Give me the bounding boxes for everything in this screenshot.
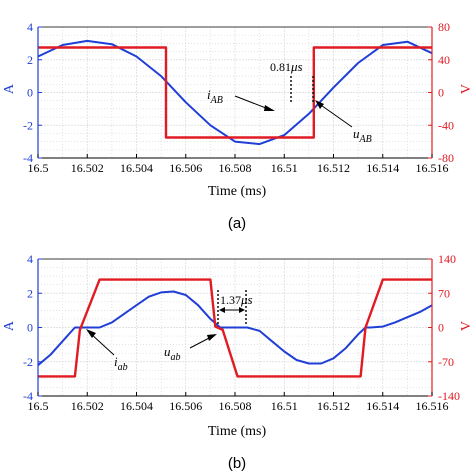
y-left-tick-label-b: 2 (27, 286, 33, 300)
arrow-u-a (317, 102, 353, 128)
x-tick-label-b: 16.5 (28, 399, 49, 413)
chart-b: A V Time (ms) 16.5 16.502 16.504 16.506 16.5… (2, 252, 474, 472)
ann-i-main-a: i (207, 87, 211, 102)
ann-u-main-a: u (353, 126, 360, 141)
y-right-tick-label-a: -40 (438, 118, 454, 132)
ticks-a: 16.5 16.502 16.504 16.506 16.508 16.51 16.512 1… (23, 20, 454, 175)
delay-unit-a: μs (290, 59, 303, 74)
current-series-a (37, 39, 433, 146)
y-left-tick-label-b: 0 (27, 321, 33, 335)
delay-unit-b: μs (240, 292, 253, 307)
annotation-current-b: iab (86, 329, 128, 373)
x-tick-label-b: 16.514 (366, 399, 399, 413)
delay-arrowhead-right-b (239, 307, 245, 313)
svg-text:0.81μs: 0.81μs (270, 59, 303, 74)
arrow-i-b (89, 332, 115, 356)
ann-i-sub-a: AB (210, 95, 223, 106)
y-right-tick-label-a: 80 (438, 20, 450, 34)
y-right-tick-label-b: -70 (438, 355, 454, 369)
grid-a (37, 26, 433, 159)
x-tick-label-b: 16.51 (271, 399, 298, 413)
x-tick-label-a: 16.512 (317, 161, 350, 175)
x-tick-label-a: 16.5 (28, 161, 49, 175)
y-right-tick-label-b: 70 (438, 286, 450, 300)
y-left-label-b: A (2, 320, 17, 331)
y-right-label-b: V (459, 321, 474, 331)
voltage-series-a (38, 46, 432, 139)
delay-value-a: 0.81 (270, 60, 291, 74)
annotation-voltage-a: uAB (315, 100, 372, 145)
y-right-tick-label-a: 0 (438, 86, 444, 100)
delay-arrowhead-left-b (219, 307, 225, 313)
x-tick-label-b: 16.504 (120, 399, 153, 413)
x-label-b: Time (ms) (208, 424, 267, 439)
x-tick-label-b: 16.508 (219, 399, 252, 413)
x-tick-label-a: 16.508 (219, 161, 252, 175)
current-series-b (37, 290, 433, 366)
y-right-tick-label-a: -80 (438, 151, 454, 165)
ann-u-sub-b: ab (171, 352, 181, 363)
y-right-tick-label-b: -140 (438, 389, 460, 403)
ann-u-sub-a: AB (359, 134, 372, 145)
y-left-tick-label-a: -4 (23, 151, 33, 165)
series-a (37, 39, 433, 146)
arrowhead-u-b (207, 334, 217, 341)
x-tick-label-a: 16.502 (71, 161, 104, 175)
y-right-tick-label-b: 0 (438, 321, 444, 335)
annotation-current-a: iAB (207, 87, 275, 111)
svg-text:1.37μs: 1.37μs (220, 292, 253, 307)
x-label-a: Time (ms) (208, 184, 267, 199)
series-b (37, 278, 433, 378)
y-right-tick-label-b: 140 (438, 252, 456, 266)
y-right-tick-label-a: 40 (438, 53, 450, 67)
ticks-b: 16.5 16.502 16.504 16.506 16.508 16.51 16.512 1… (23, 252, 460, 413)
annotation-delay-a: 0.81μs (270, 59, 314, 104)
arrowhead-i-a (264, 105, 275, 111)
ann-i-main-b: i (114, 354, 118, 369)
x-tick-label-a: 16.506 (169, 161, 202, 175)
arrowhead-u-a (315, 100, 324, 109)
delay-value-b: 1.37 (220, 293, 241, 307)
y-left-tick-label-a: 4 (27, 20, 33, 34)
y-left-label-a: A (2, 83, 17, 94)
caption-a: (a) (228, 215, 246, 232)
svg-text:iab: iab (114, 354, 128, 373)
y-left-tick-label-b: -2 (23, 355, 33, 369)
y-left-tick-label-a: 2 (27, 53, 33, 67)
y-left-tick-label-b: 4 (27, 252, 33, 266)
annotation-delay-b: 1.37μs (217, 290, 253, 325)
x-tick-label-b: 16.516 (416, 399, 449, 413)
y-left-tick-label-b: -4 (23, 389, 33, 403)
y-left-tick-label-a: -2 (23, 118, 33, 132)
caption-b: (b) (228, 455, 246, 472)
chart-a: A V Time (ms) 16.5 16.502 16.504 16.506 16.5… (2, 20, 474, 232)
arrowhead-i-b (86, 329, 96, 338)
svg-text:uAB: uAB (353, 126, 372, 145)
x-tick-label-a: 16.516 (416, 161, 449, 175)
x-tick-label-a: 16.51 (271, 161, 298, 175)
x-tick-label-b: 16.512 (317, 399, 350, 413)
x-tick-label-b: 16.506 (169, 399, 202, 413)
x-tick-label-a: 16.514 (366, 161, 399, 175)
svg-text:uab: uab (164, 344, 181, 363)
ann-i-sub-b: ab (118, 362, 128, 373)
annotation-voltage-b: uab (164, 334, 217, 363)
ann-u-main-b: u (164, 344, 171, 359)
x-tick-label-b: 16.502 (71, 399, 104, 413)
y-right-label-a: V (459, 84, 474, 94)
voltage-series-b (38, 278, 432, 378)
x-tick-label-a: 16.504 (120, 161, 153, 175)
y-left-tick-label-a: 0 (27, 86, 33, 100)
svg-text:iAB: iAB (207, 87, 223, 106)
